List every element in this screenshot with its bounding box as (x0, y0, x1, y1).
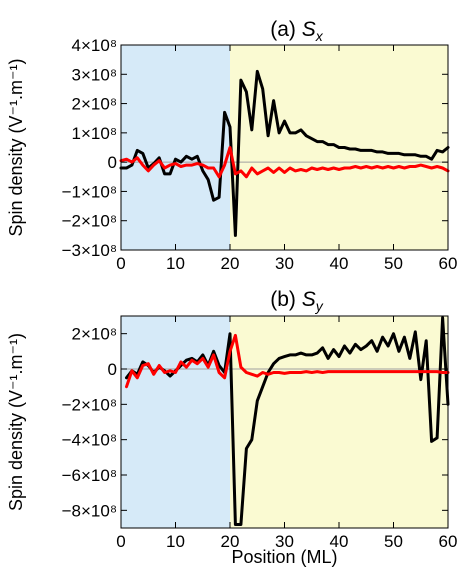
x-tick-label: 40 (330, 254, 349, 273)
y-axis-label: Spin density (V⁻¹.m⁻¹) (6, 333, 26, 511)
y-tick-label: −8×10⁸ (62, 501, 117, 520)
y-tick-label: −2×10⁸ (62, 212, 117, 231)
y-tick-label: −2×10⁸ (62, 395, 117, 414)
x-tick-label: 60 (439, 254, 458, 273)
y-tick-label: 0 (108, 360, 117, 379)
panel-title: (a) Sx (270, 18, 324, 44)
panel-a: 0 10 20 30 40 50 60 4×10⁸ 3×10⁸ 2×10⁸ 1×10⁸ 0 −1×10⁸… (6, 18, 457, 273)
x-tick-label: 10 (166, 254, 185, 273)
x-tick-label: 20 (221, 254, 240, 273)
red-series-line (119, 146, 450, 179)
x-axis-label: Position (ML) (231, 547, 337, 567)
y-tick-label: −6×10⁸ (62, 466, 117, 485)
x-tick-label: 50 (384, 532, 403, 551)
x-tick-label: 60 (439, 532, 458, 551)
x-tick-label: 30 (275, 254, 294, 273)
y-tick-label: 0 (108, 153, 117, 172)
y-tick-label: −4×10⁸ (62, 431, 117, 450)
panel-b: 0 10 20 30 40 50 60 2×10⁸ 0 −2×10⁸ −4×10⁸ −6×10⁸ −8×… (6, 288, 457, 567)
y-tick-label: 2×10⁸ (72, 95, 117, 114)
region-left (121, 316, 230, 528)
x-tick-label: 0 (116, 532, 125, 551)
panel-title: (b) Sy (270, 288, 324, 314)
region-right (230, 316, 448, 528)
x-tick-label: 0 (116, 254, 125, 273)
y-tick-label: 3×10⁸ (72, 65, 117, 84)
black-series-line (119, 69, 450, 237)
x-tick-label: 30 (275, 532, 294, 551)
red-series-line (125, 333, 450, 389)
region-left (121, 45, 230, 250)
x-tick-label: 50 (384, 254, 403, 273)
x-tick-label: 20 (221, 532, 240, 551)
x-tick-label: 10 (166, 532, 185, 551)
x-tick-label: 40 (330, 532, 349, 551)
y-tick-label: −1×10⁸ (62, 182, 117, 201)
y-tick-label: −3×10⁸ (62, 241, 117, 260)
y-tick-label: 2×10⁸ (72, 325, 117, 344)
y-tick-label: 4×10⁸ (72, 36, 117, 55)
y-axis-label: Spin density (V⁻¹.m⁻¹) (6, 58, 26, 236)
y-tick-label: 1×10⁸ (72, 124, 117, 143)
